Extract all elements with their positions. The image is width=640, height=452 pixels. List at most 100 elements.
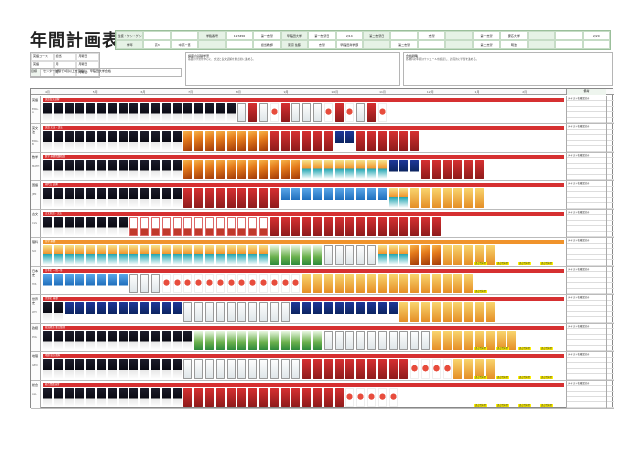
textbook-cover — [226, 330, 236, 351]
check-cell[interactable] — [607, 267, 614, 273]
textbook-cover — [345, 103, 355, 123]
check-cell[interactable] — [607, 381, 614, 387]
textbook-cover — [248, 387, 258, 407]
check-cell[interactable] — [607, 158, 614, 164]
textbook-cover — [388, 159, 398, 180]
check-cell[interactable] — [607, 135, 614, 141]
check-cell[interactable] — [607, 118, 614, 124]
check-cell[interactable] — [607, 340, 614, 346]
check-cell[interactable] — [607, 386, 614, 392]
check-cell[interactable] — [607, 317, 614, 323]
check-cell[interactable] — [607, 295, 614, 301]
check-cell[interactable] — [607, 175, 614, 181]
check-cell[interactable] — [607, 198, 614, 204]
check-cell[interactable] — [607, 283, 614, 289]
textbook-cover — [183, 103, 193, 123]
check-cell[interactable] — [607, 181, 614, 187]
check-cell[interactable] — [607, 210, 614, 216]
remark-line — [567, 249, 606, 255]
check-cell[interactable] — [607, 169, 614, 175]
textbook-cover — [291, 131, 301, 151]
textbook-cover — [129, 159, 139, 180]
check-cell[interactable] — [607, 124, 614, 130]
textbook-cover — [377, 359, 387, 379]
check-cell[interactable] — [607, 141, 614, 147]
check-cell[interactable] — [607, 369, 614, 375]
textbook-cover — [367, 131, 376, 151]
textbook-cover — [194, 302, 204, 322]
textbook-cover — [334, 330, 344, 351]
check-cell[interactable] — [607, 238, 614, 244]
info-cell: 学籍番号 — [198, 31, 226, 40]
check-cell[interactable] — [607, 107, 614, 113]
textbook-cover — [140, 103, 150, 123]
textbook-cover — [172, 103, 182, 123]
info-cell — [527, 31, 556, 40]
remark-line — [567, 130, 606, 136]
check-cell[interactable] — [607, 244, 614, 250]
check-cell[interactable] — [607, 215, 614, 221]
check-cell[interactable] — [607, 112, 614, 118]
textbook-cover — [161, 131, 171, 151]
check-cell[interactable] — [607, 249, 614, 255]
check-cell[interactable] — [607, 187, 614, 193]
textbook-cover — [377, 273, 387, 294]
check-cell[interactable] — [607, 146, 614, 152]
remark-line — [567, 340, 606, 346]
remark-line — [567, 169, 606, 175]
check-cell[interactable] — [607, 363, 614, 369]
check-cell[interactable] — [607, 374, 614, 380]
check-cell[interactable] — [607, 278, 614, 284]
check-cell[interactable] — [607, 312, 614, 318]
check-cell[interactable] — [607, 289, 614, 295]
textbook-cover — [151, 359, 160, 379]
textbook-cover — [313, 159, 322, 180]
check-cell[interactable] — [607, 335, 614, 341]
check-cell[interactable] — [607, 397, 614, 403]
check-cell[interactable] — [607, 346, 614, 352]
plan-row: 世界史 WH 世界史 基礎 テキスト名確認済み — [31, 295, 614, 324]
check-cell[interactable] — [607, 153, 614, 159]
textbook-cover — [215, 159, 225, 180]
remark-line — [567, 260, 606, 266]
textbook-cover — [377, 131, 387, 151]
textbook-cover — [129, 359, 139, 379]
check-cell[interactable] — [607, 358, 614, 364]
textbook-cover — [259, 387, 268, 407]
check-cell[interactable] — [607, 130, 614, 136]
textbook-cover — [323, 359, 333, 379]
remark-line — [567, 135, 606, 141]
check-cell[interactable] — [607, 392, 614, 397]
textbook-cover — [129, 330, 139, 351]
check-cell[interactable] — [607, 324, 614, 330]
textbook-cover — [442, 188, 452, 208]
remark-line: テキスト名確認済み — [567, 96, 606, 102]
check-cell[interactable] — [607, 301, 614, 307]
check-cell[interactable] — [607, 221, 614, 227]
textbook-cover — [75, 330, 85, 351]
check-cell[interactable] — [607, 232, 614, 238]
info-cell — [143, 31, 171, 40]
check-cell[interactable] — [607, 306, 614, 312]
textbook-cover — [453, 302, 463, 322]
exam-practice-tag: 過去問演習 — [518, 375, 531, 379]
textbook-cover — [140, 159, 150, 180]
check-cell[interactable] — [607, 101, 614, 107]
textbook-cover — [97, 159, 106, 180]
check-cell[interactable] — [607, 352, 614, 358]
check-cell[interactable] — [607, 255, 614, 261]
textbook-cover — [151, 387, 160, 407]
info-cell: 123456 — [225, 31, 254, 40]
check-cell[interactable] — [607, 260, 614, 266]
check-cell[interactable] — [607, 226, 614, 232]
check-cell[interactable] — [607, 272, 614, 278]
check-cell[interactable] — [607, 329, 614, 335]
textbook-cover — [183, 245, 193, 265]
check-cell[interactable] — [607, 402, 614, 408]
textbook-cover — [269, 302, 279, 322]
month-label: 5月 — [92, 90, 98, 94]
check-cell[interactable] — [607, 164, 614, 170]
check-cell[interactable] — [607, 203, 614, 209]
check-cell[interactable] — [607, 192, 614, 198]
check-cell[interactable] — [607, 96, 614, 102]
